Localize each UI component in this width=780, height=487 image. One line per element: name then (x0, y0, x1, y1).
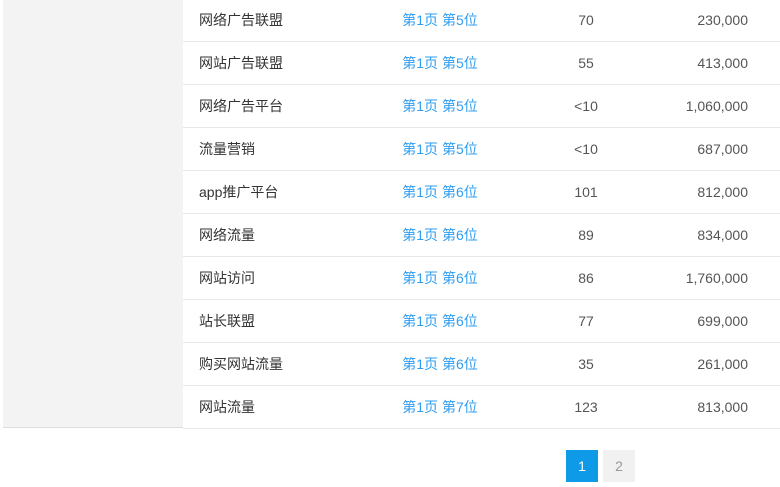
index-cell: <10 (574, 141, 598, 157)
index-cell: <10 (574, 98, 598, 114)
rank-link[interactable]: 第1页 第6位 (402, 227, 478, 243)
table-row: 网站访问 第1页 第6位 86 1,760,000 (183, 257, 780, 300)
rank-link[interactable]: 第1页 第5位 (402, 98, 478, 114)
rank-cell: 第1页 第5位 (370, 53, 510, 73)
volume-cell: 413,000 (697, 55, 748, 71)
keyword-cell: 站长联盟 (199, 313, 255, 329)
index-cell: 89 (578, 227, 594, 243)
table-row: 网络流量 第1页 第6位 89 834,000 (183, 214, 780, 257)
volume-cell: 261,000 (697, 356, 748, 372)
index-cell: 35 (578, 356, 594, 372)
table-row: app推广平台 第1页 第6位 101 812,000 (183, 171, 780, 214)
index-cell: 101 (574, 184, 598, 200)
volume-cell: 1,060,000 (685, 98, 748, 114)
keyword-cell: 网站访问 (199, 270, 255, 286)
volume-cell: 699,000 (697, 313, 748, 329)
index-cell: 77 (578, 313, 594, 329)
keyword-cell: 网络广告平台 (199, 98, 283, 114)
rank-cell: 第1页 第6位 (370, 268, 510, 288)
index-cell: 70 (578, 12, 594, 28)
rank-cell: 第1页 第7位 (370, 397, 510, 417)
rank-cell: 第1页 第5位 (370, 96, 510, 116)
rank-link[interactable]: 第1页 第6位 (402, 313, 478, 329)
volume-cell: 230,000 (697, 12, 748, 28)
page-button-2[interactable]: 2 (603, 450, 635, 482)
keyword-cell: 网络广告联盟 (199, 12, 283, 28)
page-button-1[interactable]: 1 (566, 450, 598, 482)
rank-cell: 第1页 第6位 (370, 182, 510, 202)
table-row: 流量营销 第1页 第5位 <10 687,000 (183, 128, 780, 171)
rank-link[interactable]: 第1页 第5位 (402, 55, 478, 71)
keyword-cell: app推广平台 (199, 184, 279, 200)
rank-cell: 第1页 第6位 (370, 354, 510, 374)
rank-link[interactable]: 第1页 第5位 (402, 141, 478, 157)
keyword-rank-table: 网络广告联盟 第1页 第5位 70 230,000 网站广告联盟 第1页 第5位… (183, 0, 780, 429)
rank-link[interactable]: 第1页 第7位 (402, 399, 478, 415)
keyword-cell: 流量营销 (199, 141, 255, 157)
table-row: 站长联盟 第1页 第6位 77 699,000 (183, 300, 780, 343)
table-row: 网站广告联盟 第1页 第5位 55 413,000 (183, 42, 780, 85)
volume-cell: 687,000 (697, 141, 748, 157)
rank-link[interactable]: 第1页 第5位 (402, 12, 478, 28)
keyword-cell: 网站广告联盟 (199, 55, 283, 71)
volume-cell: 1,760,000 (685, 270, 748, 286)
rank-link[interactable]: 第1页 第6位 (402, 184, 478, 200)
volume-cell: 813,000 (697, 399, 748, 415)
keyword-cell: 网站流量 (199, 399, 255, 415)
keyword-cell: 网络流量 (199, 227, 255, 243)
volume-cell: 812,000 (697, 184, 748, 200)
index-cell: 86 (578, 270, 594, 286)
rank-link[interactable]: 第1页 第6位 (402, 356, 478, 372)
table-row: 购买网站流量 第1页 第6位 35 261,000 (183, 343, 780, 386)
index-cell: 123 (574, 399, 598, 415)
table-row: 网站流量 第1页 第7位 123 813,000 (183, 386, 780, 429)
keyword-cell: 购买网站流量 (199, 356, 283, 372)
index-cell: 55 (578, 55, 594, 71)
rank-cell: 第1页 第6位 (370, 225, 510, 245)
rank-cell: 第1页 第5位 (370, 10, 510, 30)
table-row: 网络广告联盟 第1页 第5位 70 230,000 (183, 0, 780, 42)
rank-link[interactable]: 第1页 第6位 (402, 270, 478, 286)
left-sidebar (3, 0, 183, 428)
table-row: 网络广告平台 第1页 第5位 <10 1,060,000 (183, 85, 780, 128)
volume-cell: 834,000 (697, 227, 748, 243)
rank-cell: 第1页 第5位 (370, 139, 510, 159)
rank-cell: 第1页 第6位 (370, 311, 510, 331)
